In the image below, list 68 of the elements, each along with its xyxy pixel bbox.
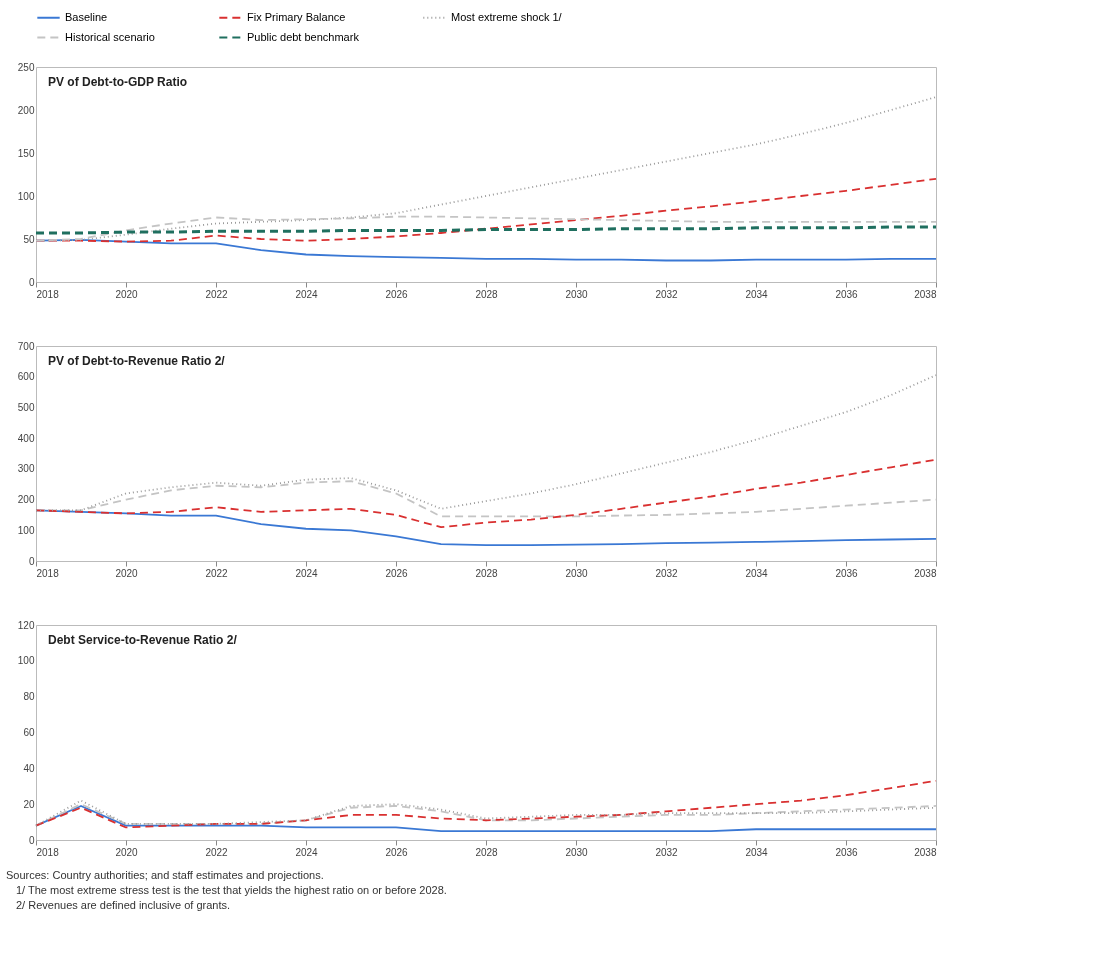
source-note: Sources: Country authorities; and staff estimates and projections.	[6, 869, 324, 881]
x-tick-label: 2026	[385, 567, 409, 579]
x-tick-label: 2018	[36, 288, 60, 300]
y-tick-label: 150	[17, 147, 35, 159]
x-tick-label: 2032	[655, 567, 679, 579]
x-tick-label: 2018	[36, 567, 60, 579]
legend-label: Most extreme shock 1/	[451, 10, 563, 23]
x-tick-label: 2028	[475, 567, 499, 579]
line-series	[35, 374, 937, 512]
y-tick-label: 0	[28, 834, 35, 846]
x-tick-label: 2030	[565, 567, 589, 579]
y-tick-label: 250	[17, 61, 35, 73]
legend-label: Baseline	[65, 10, 108, 23]
x-tick-label: 2030	[565, 846, 589, 858]
y-tick-label: 300	[17, 463, 35, 475]
x-tick-label: 2034	[745, 846, 769, 858]
x-tick-label: 2024	[295, 846, 319, 858]
x-tick-label: 2032	[655, 846, 679, 858]
x-tick-label: 2038	[914, 567, 937, 579]
y-tick-label: 120	[17, 619, 35, 631]
y-tick-label: 40	[23, 762, 35, 774]
x-tick-label: 2030	[565, 288, 589, 300]
x-tick-label: 2026	[385, 288, 409, 300]
y-tick-label: 80	[23, 691, 35, 703]
x-tick-label: 2018	[36, 846, 60, 858]
y-tick-label: 20	[23, 798, 35, 810]
x-tick-label: 2034	[745, 288, 769, 300]
legend-label: Historical scenario	[65, 30, 155, 43]
y-tick-label: 500	[17, 401, 35, 413]
y-tick-label: 200	[17, 494, 35, 506]
x-tick-label: 2024	[295, 288, 319, 300]
y-tick-label: 700	[17, 340, 35, 352]
y-tick-label: 60	[23, 727, 35, 738]
text: 2/ Revenues are defined inclusive of grants.	[16, 899, 231, 911]
x-tick-label: 2022	[205, 567, 229, 579]
line-series	[35, 458, 937, 529]
x-tick-label: 2028	[475, 846, 499, 858]
x-tick-label: 2022	[205, 288, 229, 300]
y-tick-label: 600	[17, 371, 35, 383]
x-tick-label: 2028	[475, 288, 499, 300]
x-tick-label: 2020	[115, 288, 139, 300]
x-tick-label: 2024	[295, 567, 319, 579]
x-tick-label: 2032	[655, 288, 679, 300]
text: PV of Debt-to-GDP Ratio	[48, 75, 188, 89]
x-tick-label: 2020	[115, 567, 139, 579]
y-tick-label: 100	[17, 655, 35, 667]
text: 1/ The most extreme stress test is the test that yields the highest ratio on or before 2028.	[16, 884, 447, 896]
x-tick-label: 2034	[745, 567, 769, 579]
x-tick-label: 2022	[205, 846, 229, 858]
x-tick-label: 2038	[914, 846, 937, 858]
legend-label: Fix Primary Balance	[247, 10, 346, 23]
y-tick-label: 200	[17, 104, 35, 116]
y-tick-label: 400	[17, 432, 35, 444]
legend-label: Public debt benchmark	[247, 30, 360, 43]
line-series	[34, 225, 938, 235]
y-tick-label: 50	[23, 233, 35, 245]
x-tick-label: 2038	[914, 288, 937, 300]
y-tick-label: 100	[17, 190, 35, 202]
text: PV of Debt-to-Revenue Ratio 2/	[48, 354, 226, 368]
x-tick-label: 2036	[835, 846, 859, 858]
x-tick-label: 2036	[835, 288, 859, 300]
text: Debt Service-to-Revenue Ratio 2/	[48, 633, 238, 647]
x-tick-label: 2036	[835, 567, 859, 579]
x-tick-label: 2020	[115, 846, 139, 858]
x-tick-label: 2026	[385, 846, 409, 858]
y-tick-label: 0	[28, 555, 35, 567]
y-tick-label: 100	[17, 524, 35, 536]
y-tick-label: 0	[28, 276, 35, 288]
